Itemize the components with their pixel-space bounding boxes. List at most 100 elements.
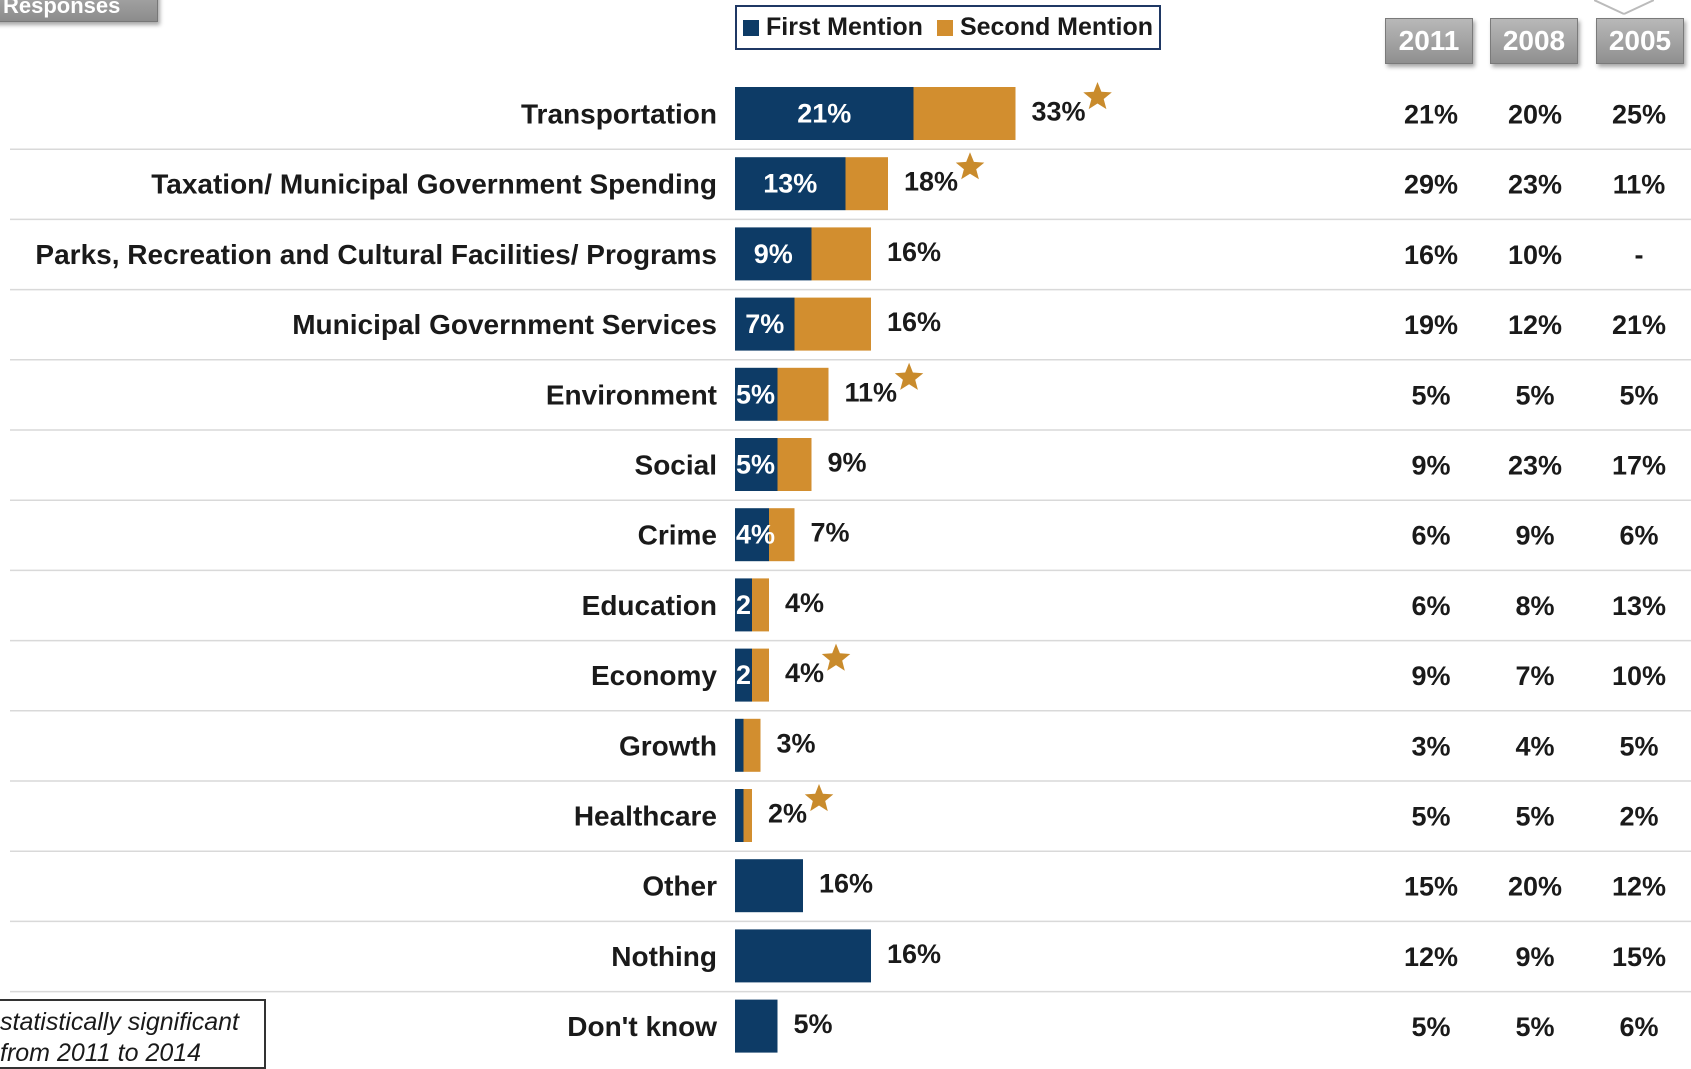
history-value-2011: 6% <box>1411 521 1450 551</box>
total-value-label: 11% <box>845 377 898 407</box>
history-value-2008: 5% <box>1515 380 1554 410</box>
history-value-2008: 23% <box>1508 170 1562 200</box>
first-mention-label: 5% <box>736 450 775 480</box>
category-label: Taxation/ Municipal Government Spending <box>151 169 717 200</box>
total-value-label: 33% <box>1032 97 1086 127</box>
year-tab-label: 2008 <box>1502 25 1566 56</box>
bar-second-mention <box>752 578 769 632</box>
significance-star-icon <box>894 362 924 390</box>
bar-second-mention <box>743 718 761 772</box>
first-mention-label: 4% <box>736 520 775 550</box>
history-value-2008: 4% <box>1515 731 1554 761</box>
history-value-2005: 5% <box>1619 731 1658 761</box>
significance-star-icon <box>804 784 834 812</box>
total-value-label: 2% <box>768 799 807 829</box>
history-value-2008: 20% <box>1508 872 1562 902</box>
bar-second-mention <box>794 297 871 351</box>
history-value-2005: 12% <box>1612 872 1666 902</box>
first-mention-label: 2 <box>736 660 751 690</box>
category-label: Parks, Recreation and Cultural Facilitie… <box>35 239 717 270</box>
history-value-2011: 9% <box>1411 661 1450 691</box>
category-label: Education <box>582 590 717 621</box>
category-label: Environment <box>546 379 717 410</box>
first-mention-label: 2 <box>736 590 751 620</box>
significance-star-icon <box>821 643 851 671</box>
history-value-2005: 2% <box>1619 802 1658 832</box>
history-value-2011: 5% <box>1411 802 1450 832</box>
bar-first-mention <box>735 999 778 1053</box>
history-value-2005: 21% <box>1612 310 1666 340</box>
total-value-label: 16% <box>887 307 941 337</box>
bar-first-mention <box>735 718 744 772</box>
bar-second-mention <box>743 789 752 842</box>
legend-item-second: Second Mention <box>936 13 1153 42</box>
year-tab-2011: 2011 <box>1385 18 1473 64</box>
legend-label-first: First Mention <box>766 13 923 41</box>
bar-first-mention <box>735 789 744 842</box>
total-value-label: 18% <box>904 167 958 197</box>
category-label: Crime <box>638 520 717 551</box>
history-value-2011: 5% <box>1411 380 1450 410</box>
history-value-2008: 8% <box>1515 591 1554 621</box>
history-value-2011: 21% <box>1404 100 1458 130</box>
history-value-2008: 12% <box>1508 310 1562 340</box>
first-mention-label: 5% <box>736 379 775 409</box>
bar-first-mention <box>735 508 769 562</box>
significance-star-icon <box>955 152 985 180</box>
history-value-2005: 17% <box>1612 451 1666 481</box>
total-value-label: 9% <box>828 448 867 478</box>
category-label: Nothing <box>611 941 717 972</box>
significance-star-icon <box>1083 82 1112 110</box>
history-value-2011: 15% <box>1404 872 1458 902</box>
category-label: Healthcare <box>574 801 717 832</box>
responses-tab: Responses <box>0 0 158 22</box>
history-value-2011: 5% <box>1411 1012 1450 1042</box>
bar-first-mention <box>735 578 752 632</box>
significance-note-line: from 2011 to 2014 <box>0 1039 202 1067</box>
bar-first-mention <box>735 929 871 983</box>
history-value-2005: 6% <box>1619 521 1658 551</box>
legend: First Mention Second Mention <box>735 5 1161 50</box>
bar-first-mention <box>735 87 914 140</box>
total-value-label: 16% <box>887 939 941 969</box>
bar-first-mention <box>735 157 846 211</box>
history-value-2011: 6% <box>1411 591 1450 621</box>
category-label: Transportation <box>521 99 717 130</box>
bar-first-mention <box>735 648 752 702</box>
bar-first-mention <box>735 438 778 491</box>
corner-line <box>1594 0 1654 15</box>
history-value-2005: 25% <box>1612 100 1666 130</box>
bar-second-mention <box>752 648 769 702</box>
category-label: Don't know <box>567 1011 717 1042</box>
history-value-2005: 5% <box>1619 380 1658 410</box>
significance-note: statistically significant from 2011 to 2… <box>0 999 266 1069</box>
history-value-2005: 13% <box>1612 591 1666 621</box>
history-value-2008: 9% <box>1515 521 1554 551</box>
history-value-2005: 15% <box>1612 942 1666 972</box>
total-value-label: 3% <box>777 728 816 758</box>
first-mention-label: 21% <box>797 99 851 129</box>
category-label: Economy <box>591 660 717 691</box>
total-value-label: 5% <box>794 1009 833 1039</box>
year-tab-2005: 2005 <box>1596 18 1684 64</box>
category-label: Other <box>642 871 717 902</box>
year-tab-label: 2005 <box>1608 25 1672 56</box>
history-value-2005: 10% <box>1612 661 1666 691</box>
legend-swatch-second <box>936 19 953 36</box>
bar-second-mention <box>777 367 829 421</box>
first-mention-label: 7% <box>745 309 784 339</box>
history-value-2011: 3% <box>1411 731 1450 761</box>
year-tab-2008: 2008 <box>1490 18 1578 64</box>
history-value-2008: 5% <box>1515 1012 1554 1042</box>
bar-second-mention <box>845 157 888 211</box>
legend-label-second: Second Mention <box>959 13 1153 41</box>
bar-first-mention <box>735 367 778 421</box>
total-value-label: 16% <box>819 869 873 899</box>
history-value-2008: 9% <box>1515 942 1554 972</box>
history-value-2008: 23% <box>1508 451 1562 481</box>
bar-first-mention <box>735 859 803 913</box>
category-label: Social <box>635 450 717 481</box>
history-value-2008: 10% <box>1508 240 1562 270</box>
total-value-label: 4% <box>785 658 824 688</box>
